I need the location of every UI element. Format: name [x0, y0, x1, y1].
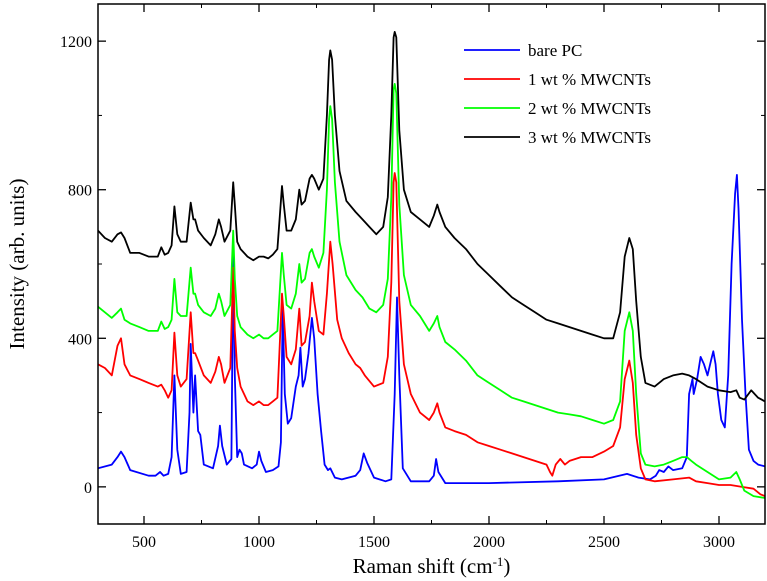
- series-layer: [98, 31, 765, 499]
- series-line-1: [98, 174, 765, 484]
- legend-label-3: 2 wt % MWCNTs: [528, 99, 651, 118]
- legend-label-2: 1 wt % MWCNTs: [528, 70, 651, 89]
- x-tick-label: 500: [132, 534, 156, 551]
- legend-label-4: 3 wt % MWCNTs: [528, 128, 651, 147]
- series-line-2: [98, 172, 765, 497]
- series-line-3: [98, 83, 765, 499]
- y-tick-label: 800: [68, 183, 92, 200]
- x-tick-label: 2000: [473, 534, 505, 551]
- x-tick-label: 3000: [703, 534, 735, 551]
- ticks-layer: 500 1000 1500 2000 2500 3000 0 400 800 1200: [60, 4, 765, 551]
- x-axis-title-text: Raman shift (cm: [353, 554, 493, 578]
- x-tick-label: 1000: [243, 534, 275, 551]
- x-axis-title-end: ): [503, 554, 510, 578]
- legend: bare PC 1 wt % MWCNTs 2 wt % MWCNTs 3 wt % …: [464, 41, 651, 147]
- y-axis-title: Intensity (arb. units): [5, 179, 29, 350]
- series-line-4: [98, 31, 765, 403]
- y-tick-label: 1200: [60, 34, 92, 51]
- x-tick-label: 2500: [588, 534, 620, 551]
- legend-label-1: bare PC: [528, 41, 582, 60]
- x-axis-title: Raman shift (cm-1): [353, 554, 511, 579]
- x-tick-label: 1500: [358, 534, 390, 551]
- y-tick-label: 0: [84, 480, 92, 497]
- y-tick-label: 400: [68, 331, 92, 348]
- x-axis-title-sup: -1: [493, 554, 504, 569]
